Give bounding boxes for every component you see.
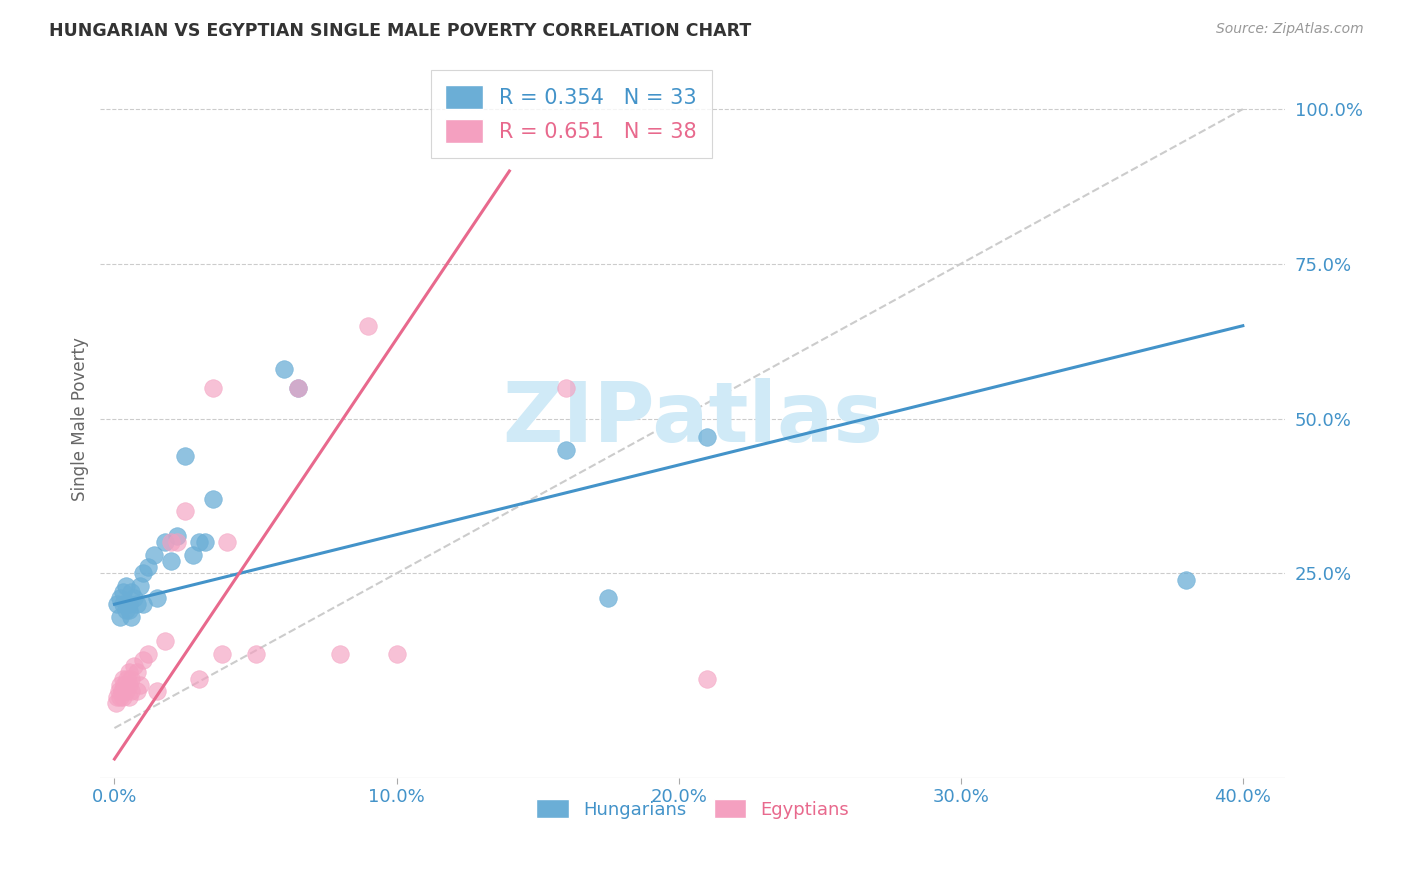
Point [146, 684, 169, 698]
Point [117, 678, 139, 692]
Point [329, 647, 352, 661]
Point [696, 430, 718, 444]
Text: Source: ZipAtlas.com: Source: ZipAtlas.com [1216, 22, 1364, 37]
Point [128, 678, 150, 692]
Point [131, 566, 153, 581]
Point [117, 665, 139, 680]
Point [211, 647, 233, 661]
Point [217, 535, 239, 549]
Point [287, 381, 309, 395]
Point [120, 609, 142, 624]
Point [287, 381, 309, 395]
Point [111, 672, 134, 686]
Point [110, 684, 132, 698]
Point [598, 591, 620, 605]
Point [188, 672, 211, 686]
Point [273, 362, 295, 376]
Point [108, 690, 131, 705]
Point [183, 548, 205, 562]
Point [117, 597, 139, 611]
Point [122, 659, 145, 673]
Point [105, 597, 128, 611]
Point [136, 560, 159, 574]
Point [125, 684, 148, 698]
Point [111, 585, 134, 599]
Point [696, 672, 718, 686]
Point [128, 579, 150, 593]
Point [188, 535, 211, 549]
Point [114, 603, 136, 617]
Point [155, 634, 177, 648]
Point [111, 690, 134, 705]
Point [174, 504, 197, 518]
Text: ZIPatlas: ZIPatlas [502, 378, 883, 459]
Point [108, 591, 131, 605]
Point [122, 591, 145, 605]
Point [155, 535, 177, 549]
Point [202, 491, 225, 506]
Point [117, 603, 139, 617]
Point [115, 672, 138, 686]
Text: HUNGARIAN VS EGYPTIAN SINGLE MALE POVERTY CORRELATION CHART: HUNGARIAN VS EGYPTIAN SINGLE MALE POVERT… [49, 22, 751, 40]
Point [174, 449, 197, 463]
Point [114, 579, 136, 593]
Point [117, 690, 139, 705]
Point [125, 665, 148, 680]
Point [357, 318, 380, 333]
Point [131, 653, 153, 667]
Point [166, 535, 188, 549]
Point [104, 696, 127, 710]
Point [1175, 573, 1198, 587]
Point [114, 684, 136, 698]
Point [120, 672, 142, 686]
Point [120, 585, 142, 599]
Point [160, 535, 183, 549]
Point [111, 597, 134, 611]
Point [107, 684, 129, 698]
Point [131, 597, 153, 611]
Point [146, 591, 169, 605]
Y-axis label: Single Male Poverty: Single Male Poverty [72, 336, 89, 500]
Point [385, 647, 408, 661]
Point [245, 647, 267, 661]
Point [554, 442, 576, 457]
Point [108, 678, 131, 692]
Point [120, 684, 142, 698]
Point [112, 678, 135, 692]
Point [108, 609, 131, 624]
Point [166, 529, 188, 543]
Point [136, 647, 159, 661]
Point [142, 548, 165, 562]
Point [105, 690, 128, 705]
Point [202, 381, 225, 395]
Point [194, 535, 217, 549]
Point [125, 597, 148, 611]
Point [554, 381, 576, 395]
Legend: Hungarians, Egyptians: Hungarians, Egyptians [529, 792, 856, 826]
Point [160, 554, 183, 568]
